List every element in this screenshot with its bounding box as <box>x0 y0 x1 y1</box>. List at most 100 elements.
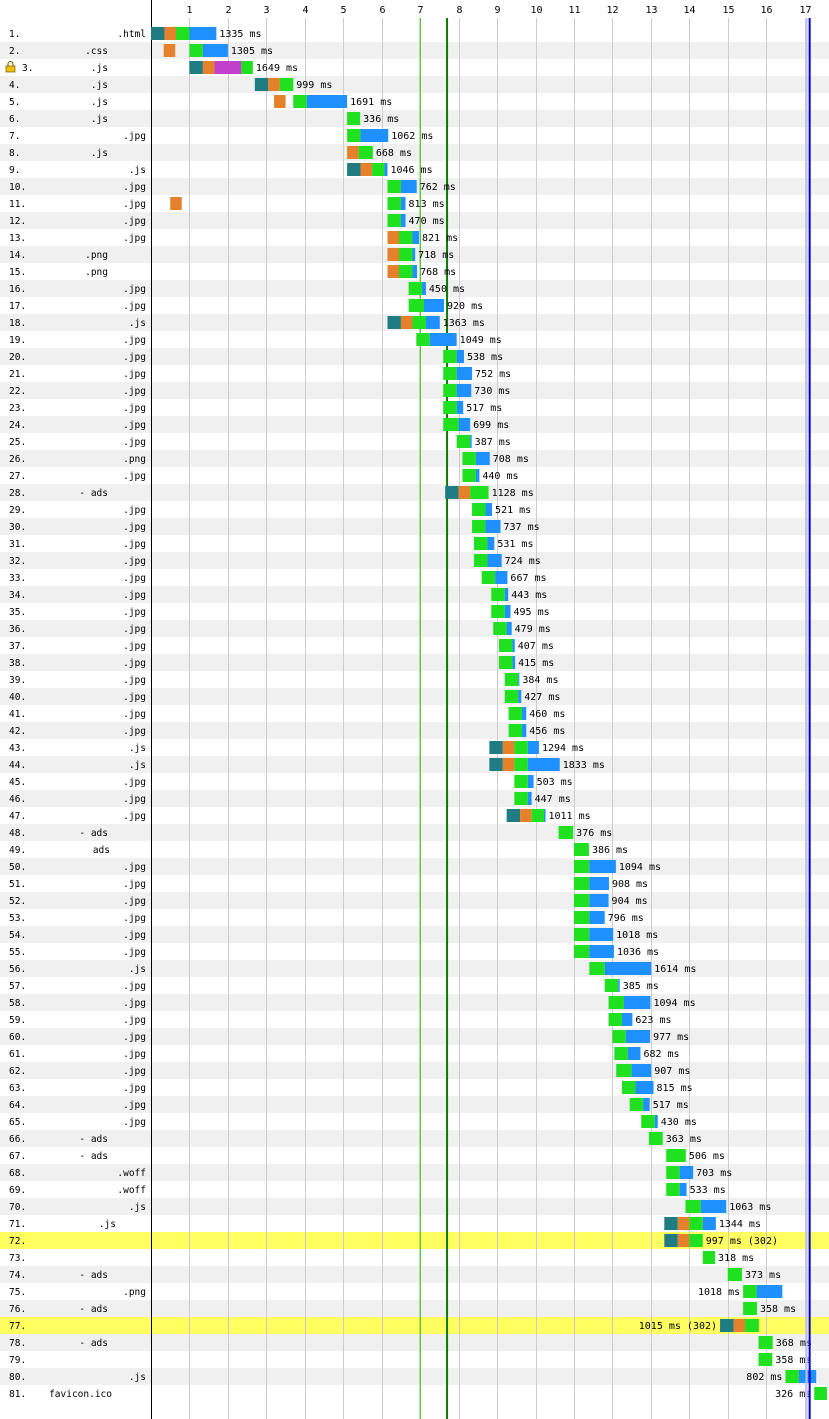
request-duration: 1363 ms <box>443 318 485 329</box>
request-number: 45. <box>9 777 26 788</box>
bar-ttfb <box>514 758 528 771</box>
request-row: 21. .jpg 752 ms <box>9 367 511 380</box>
request-number: 64. <box>9 1100 26 1111</box>
row-background <box>0 892 829 909</box>
request-name: .jpg <box>123 369 146 380</box>
bar-ttfb <box>604 979 619 992</box>
request-row: 30. .jpg 737 ms <box>9 520 540 533</box>
request-name: .jpg <box>123 437 146 448</box>
x-tick-label: 16 <box>760 5 772 16</box>
request-row: 57. .jpg 385 ms <box>9 979 659 992</box>
x-tick-label: 10 <box>530 5 542 16</box>
request-duration: 907 ms <box>654 1066 690 1077</box>
request-number: 56. <box>9 964 26 975</box>
request-row: 32. .jpg 724 ms <box>9 554 541 567</box>
request-row: 8. .js 668 ms <box>9 146 412 159</box>
request-number: 1. <box>9 29 20 40</box>
request-row: 25. .jpg 387 ms <box>9 435 511 448</box>
x-tick-label: 4 <box>302 5 308 16</box>
request-row: 13. .jpg 821 ms <box>9 231 458 244</box>
request-duration: 1344 ms <box>719 1219 761 1230</box>
request-name: .jpg <box>123 862 146 873</box>
request-duration: 1049 ms <box>460 335 502 346</box>
request-duration: 318 ms <box>718 1253 754 1264</box>
row-background <box>0 535 829 552</box>
bar-ttfb <box>470 486 489 499</box>
bar-ssl <box>214 61 242 74</box>
row-background <box>0 212 829 229</box>
request-name: .jpg <box>123 335 146 346</box>
bar-ttfb <box>573 860 590 873</box>
bar-ttfb <box>473 554 488 567</box>
bar-ttfb <box>758 1336 773 1349</box>
bar-ttfb <box>504 690 519 703</box>
x-tick-label: 8 <box>456 5 462 16</box>
bar-dns <box>254 78 269 91</box>
request-duration: 1305 ms <box>231 46 273 57</box>
request-row: 78. - ads 368 ms <box>9 1336 812 1349</box>
bar-ttfb <box>573 843 589 856</box>
bar-ttfb <box>493 622 507 635</box>
request-duration: 1046 ms <box>390 165 432 176</box>
request-name: - ads <box>79 1151 108 1162</box>
row-background <box>0 1147 829 1164</box>
bar-download <box>487 554 502 567</box>
bar-ttfb <box>685 1200 701 1213</box>
request-name: .jpg <box>123 777 146 788</box>
request-duration: 1294 ms <box>542 743 584 754</box>
request-duration: 699 ms <box>473 420 509 431</box>
request-row: 1. .html 1335 ms <box>9 27 262 40</box>
request-duration: 1128 ms <box>492 488 534 499</box>
request-name: .css <box>85 46 108 57</box>
request-row: 56. .js 1614 ms <box>9 962 696 975</box>
request-name: - ads <box>79 1304 108 1315</box>
bar-ttfb <box>175 27 190 40</box>
row-background <box>0 1232 829 1249</box>
request-duration: 503 ms <box>537 777 573 788</box>
bar-download <box>618 979 620 992</box>
bar-download <box>400 197 406 210</box>
bar-download <box>627 1047 641 1060</box>
request-duration: 997 ms (302) <box>706 1236 778 1247</box>
request-duration: 415 ms <box>518 658 554 669</box>
bar-ttfb <box>608 996 624 1009</box>
row-background <box>0 1249 829 1266</box>
bar-download <box>589 928 614 941</box>
request-row: 72. 997 ms (302) <box>9 1234 778 1247</box>
bar-ttfb <box>347 129 361 142</box>
bar-ttfb <box>498 656 513 669</box>
request-number: 55. <box>9 947 26 958</box>
request-duration: 1691 ms <box>350 97 392 108</box>
row-background <box>0 110 829 127</box>
row-background <box>0 1198 829 1215</box>
bar-connect <box>274 95 286 108</box>
request-number: 10. <box>9 182 26 193</box>
row-background <box>0 1181 829 1198</box>
row-background <box>0 144 829 161</box>
lock-body <box>5 65 16 73</box>
request-row: 7. .jpg 1062 ms <box>9 129 433 142</box>
request-number: 5. <box>9 97 20 108</box>
request-name: .jpg <box>123 607 146 618</box>
request-row: 46. .jpg 447 ms <box>9 792 571 805</box>
request-number: 69. <box>9 1185 26 1196</box>
request-row: 59. .jpg 623 ms <box>9 1013 672 1026</box>
bar-download <box>384 163 388 176</box>
bar-download <box>485 520 501 533</box>
bar-download <box>702 1217 716 1230</box>
bar-ttfb <box>531 809 544 822</box>
row-background <box>0 59 829 76</box>
request-number: 33. <box>9 573 26 584</box>
bar-ttfb <box>443 367 457 380</box>
request-duration: 920 ms <box>447 301 483 312</box>
request-duration: 1011 ms <box>548 811 590 822</box>
bar-download <box>625 1030 651 1043</box>
row-background <box>0 433 829 450</box>
request-name: .jpg <box>123 981 146 992</box>
bar-ttfb <box>641 1115 655 1128</box>
bar-download <box>512 639 515 652</box>
bar-download <box>495 571 508 584</box>
request-number: 27. <box>9 471 26 482</box>
lock-icon <box>5 60 16 73</box>
